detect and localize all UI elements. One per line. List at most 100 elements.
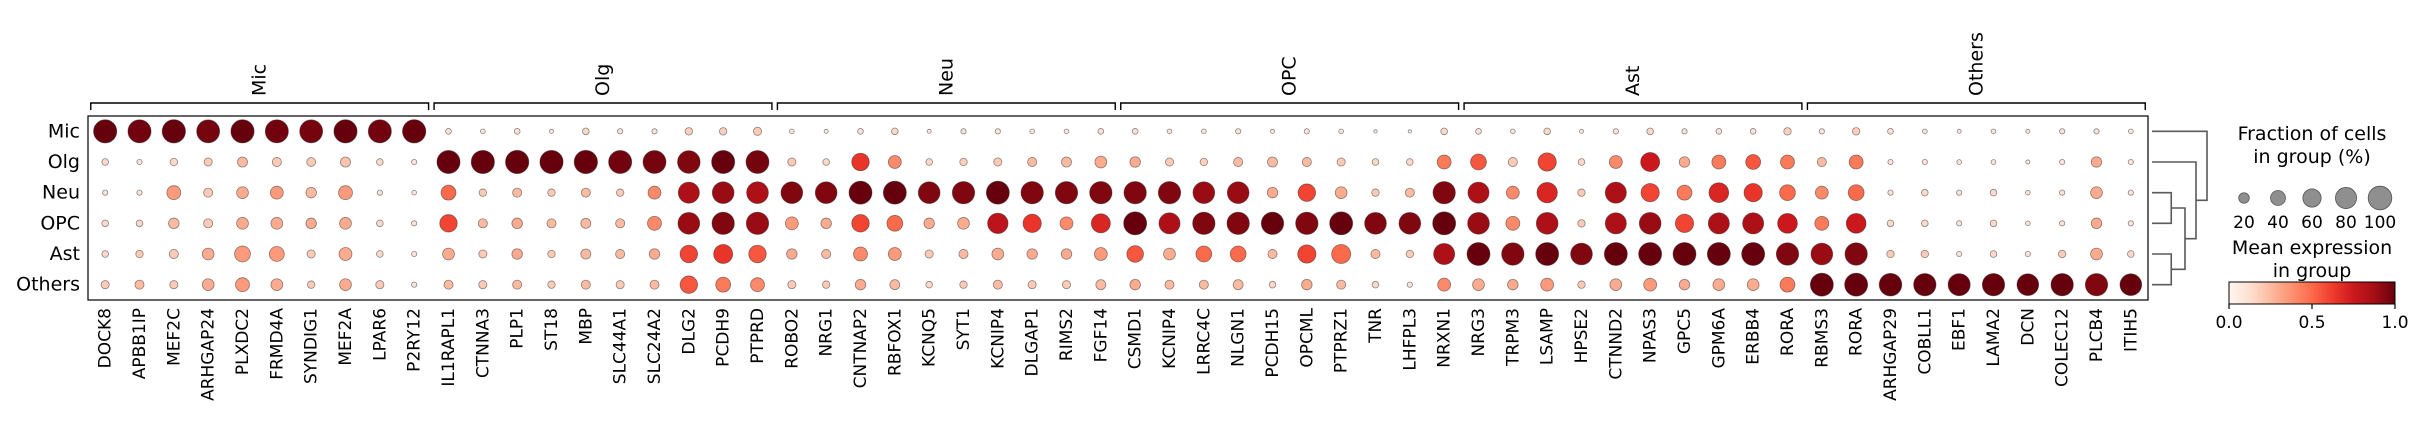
gene-label: GPM6A bbox=[1709, 308, 1729, 369]
dot bbox=[1989, 219, 1998, 228]
gene-label: RIMS2 bbox=[1057, 308, 1077, 361]
gene-label: LAMA2 bbox=[1984, 308, 2004, 367]
dot bbox=[1814, 185, 1829, 200]
dot bbox=[547, 188, 556, 197]
dot bbox=[93, 119, 118, 144]
dot bbox=[1887, 128, 1894, 135]
dot bbox=[1603, 242, 1628, 266]
dot bbox=[651, 128, 658, 135]
dot bbox=[1166, 128, 1173, 135]
dot bbox=[338, 185, 353, 201]
dot bbox=[480, 128, 486, 135]
dot bbox=[2059, 158, 2066, 166]
dot bbox=[1229, 245, 1247, 263]
gene-label: RORA bbox=[1778, 308, 1798, 356]
dot bbox=[135, 249, 144, 259]
gene-label: KCNQ5 bbox=[920, 308, 940, 367]
dot bbox=[960, 128, 967, 135]
dot bbox=[889, 279, 901, 291]
dot bbox=[1407, 129, 1412, 134]
gene-label: APBB1IP bbox=[130, 308, 150, 379]
dot bbox=[338, 247, 353, 261]
dot bbox=[711, 211, 735, 235]
dot bbox=[203, 157, 213, 167]
dot bbox=[549, 128, 554, 134]
dot bbox=[511, 217, 523, 230]
dot bbox=[1990, 159, 1997, 165]
dot bbox=[1198, 279, 1209, 290]
dot bbox=[745, 150, 770, 174]
dot bbox=[1507, 278, 1519, 291]
dot bbox=[376, 189, 383, 196]
dot bbox=[478, 188, 487, 197]
dot bbox=[547, 280, 556, 289]
size-legend-title: in group (%) bbox=[2253, 146, 2370, 168]
dot bbox=[957, 217, 970, 230]
dot bbox=[615, 280, 625, 290]
dot bbox=[1646, 127, 1654, 136]
dot bbox=[1089, 181, 1113, 205]
dot bbox=[1672, 242, 1697, 266]
dot bbox=[1777, 213, 1798, 234]
dot bbox=[339, 217, 352, 230]
dot bbox=[1195, 245, 1213, 263]
size-legend-value: 60 bbox=[2301, 213, 2323, 233]
gene-label: ITIH5 bbox=[2121, 308, 2141, 352]
group-bracket bbox=[433, 102, 773, 110]
dot bbox=[2084, 273, 2109, 297]
dot bbox=[264, 119, 289, 144]
dot bbox=[1678, 278, 1691, 291]
dot bbox=[1577, 280, 1586, 289]
gene-label: LHFPL3 bbox=[1400, 308, 1420, 371]
dot bbox=[1295, 211, 1319, 235]
dot bbox=[784, 216, 799, 231]
color-legend-title: in group bbox=[2273, 260, 2352, 282]
dot bbox=[470, 149, 495, 175]
dot bbox=[616, 188, 625, 197]
gene-label: MEF2A bbox=[336, 308, 356, 366]
dot bbox=[411, 158, 418, 166]
dot bbox=[789, 128, 795, 135]
dot bbox=[1475, 128, 1482, 135]
dot bbox=[649, 279, 660, 290]
dot bbox=[168, 249, 179, 259]
dot bbox=[1126, 245, 1144, 263]
gene-label: CTNND2 bbox=[1606, 308, 1626, 380]
gene-label: IL1RAPL1 bbox=[439, 308, 459, 387]
gene-label: GPC5 bbox=[1675, 308, 1695, 354]
dot bbox=[2119, 273, 2143, 296]
dot bbox=[1715, 128, 1723, 135]
dot bbox=[201, 247, 215, 261]
dot bbox=[959, 280, 968, 289]
dot bbox=[1577, 188, 1586, 197]
dot bbox=[2050, 273, 2074, 297]
dot bbox=[102, 189, 109, 196]
dendrogram-link bbox=[2152, 191, 2173, 225]
gene-label: PLXDC2 bbox=[233, 308, 253, 375]
dot bbox=[719, 127, 728, 136]
dot bbox=[1192, 211, 1216, 235]
dot bbox=[307, 280, 316, 289]
dot bbox=[925, 280, 933, 289]
dot bbox=[1708, 182, 1730, 203]
dot bbox=[750, 277, 765, 293]
dot bbox=[168, 217, 180, 230]
row-label: Olg bbox=[48, 151, 80, 173]
dot bbox=[101, 250, 109, 258]
gene-label: KCNIP4 bbox=[1160, 308, 1180, 369]
dot bbox=[1233, 157, 1244, 167]
dot bbox=[1404, 187, 1415, 198]
gene-label: NRG3 bbox=[1469, 308, 1489, 357]
dot bbox=[1956, 220, 1963, 227]
dot bbox=[2059, 128, 2066, 135]
dot bbox=[237, 156, 248, 168]
dot bbox=[711, 150, 736, 174]
dot bbox=[376, 250, 384, 258]
group-brackets: Mic Olg Neu OPC Ast Others bbox=[90, 32, 2146, 110]
dot bbox=[1266, 186, 1279, 199]
dot bbox=[1570, 242, 1593, 266]
gene-label: PTPRZ1 bbox=[1332, 308, 1352, 373]
dot bbox=[1095, 279, 1107, 291]
dot bbox=[271, 157, 282, 167]
